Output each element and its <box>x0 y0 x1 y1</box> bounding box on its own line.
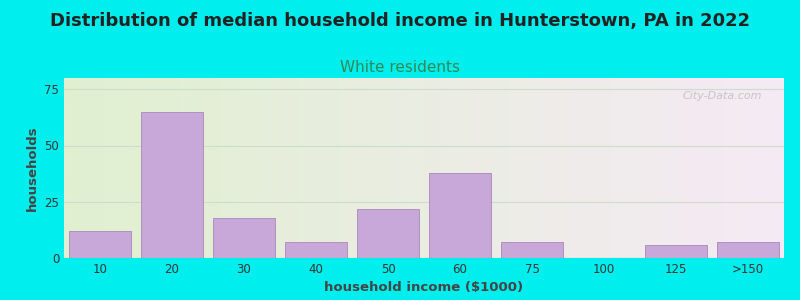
Bar <box>214 218 274 258</box>
Bar <box>502 242 562 258</box>
Bar <box>286 242 346 258</box>
Text: City-Data.com: City-Data.com <box>683 91 762 100</box>
Bar <box>142 112 202 258</box>
Bar <box>430 172 490 258</box>
Text: Distribution of median household income in Hunterstown, PA in 2022: Distribution of median household income … <box>50 12 750 30</box>
Bar <box>646 244 706 258</box>
Bar <box>718 242 778 258</box>
Bar <box>70 231 130 258</box>
Y-axis label: households: households <box>26 125 38 211</box>
Text: White residents: White residents <box>340 60 460 75</box>
Bar <box>358 208 418 258</box>
X-axis label: household income ($1000): household income ($1000) <box>325 281 523 294</box>
